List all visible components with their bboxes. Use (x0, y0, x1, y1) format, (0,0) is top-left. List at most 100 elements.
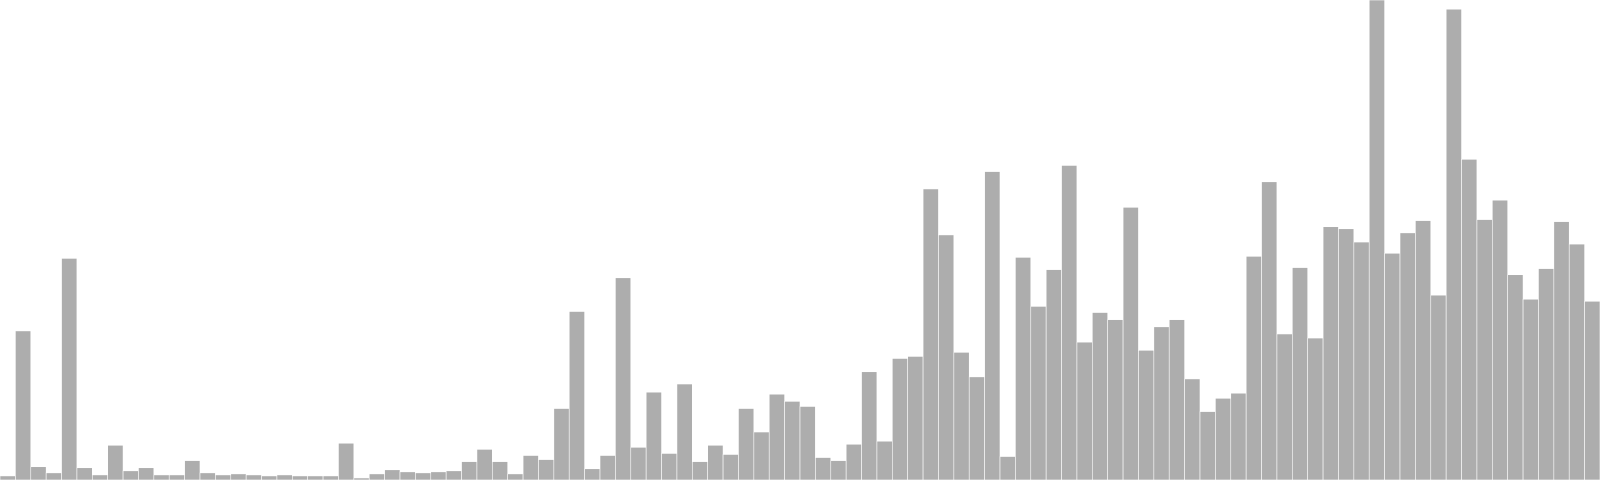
bar (1384, 252, 1401, 480)
bar (1245, 256, 1262, 480)
bar (1476, 219, 1493, 480)
bar (1122, 207, 1139, 480)
bar (153, 474, 170, 480)
bar (584, 468, 601, 480)
bar (553, 408, 570, 480)
bar (168, 474, 185, 480)
bar (1153, 326, 1170, 480)
bar (630, 447, 647, 480)
bar (753, 431, 770, 480)
bar (399, 471, 416, 480)
bar (261, 475, 278, 480)
bar (338, 442, 355, 480)
bar (968, 376, 985, 480)
bar (815, 457, 832, 480)
bar (645, 391, 662, 480)
bar (661, 453, 678, 480)
bar (768, 393, 785, 480)
bar (1322, 226, 1339, 480)
bar (922, 188, 939, 480)
bar (1168, 319, 1185, 480)
bar (199, 472, 216, 480)
bar (1307, 337, 1324, 480)
bar (1092, 312, 1108, 480)
bar (1353, 241, 1370, 480)
bar (215, 474, 232, 480)
bar (15, 330, 32, 480)
bar (276, 474, 293, 480)
bar (1492, 199, 1508, 480)
bar (692, 461, 708, 480)
bar (799, 406, 816, 480)
bar (845, 443, 862, 480)
bar (1015, 257, 1032, 480)
bar (876, 440, 893, 480)
bar (307, 475, 324, 480)
bar (415, 472, 432, 480)
bar (1276, 333, 1293, 480)
bar (322, 475, 339, 480)
bar (76, 467, 93, 480)
bar (953, 352, 970, 480)
bar (830, 460, 847, 480)
bar (1553, 221, 1570, 480)
bar (61, 258, 78, 480)
bar (1184, 378, 1201, 480)
bar (45, 472, 62, 480)
bar (938, 234, 955, 480)
bar (92, 474, 108, 480)
bar (1061, 165, 1078, 480)
bar (538, 459, 555, 480)
bar (615, 277, 632, 480)
bar (984, 171, 1001, 480)
bar (245, 474, 262, 480)
bar (30, 466, 47, 480)
bar (476, 449, 493, 480)
bar (107, 444, 124, 480)
bar (1107, 319, 1124, 480)
bar (1430, 294, 1447, 480)
bar (1522, 298, 1539, 480)
bar (892, 358, 908, 480)
bar (1368, 0, 1385, 480)
bar (492, 461, 508, 480)
bar (1461, 159, 1478, 480)
bar (1199, 411, 1216, 480)
bar (784, 401, 801, 480)
bar (1215, 397, 1232, 480)
bar (292, 475, 308, 480)
bar (122, 470, 139, 480)
bar (507, 473, 524, 480)
bar (384, 469, 401, 480)
bar (1261, 181, 1278, 480)
bar (599, 455, 616, 480)
bar (1230, 392, 1247, 480)
bar (430, 471, 447, 480)
bar (1445, 8, 1462, 480)
bar (1292, 267, 1308, 480)
bar (138, 467, 155, 480)
bar (461, 461, 478, 480)
bar (230, 473, 247, 480)
bar (1399, 232, 1416, 480)
bar (368, 473, 385, 480)
bar (1538, 268, 1555, 480)
bar (999, 456, 1016, 480)
bar (0, 475, 16, 480)
bar (907, 356, 924, 480)
bar (1584, 300, 1600, 480)
bar (1045, 269, 1062, 480)
bar (1568, 243, 1585, 480)
bar (1338, 228, 1355, 480)
bar (522, 455, 539, 480)
bar (1415, 220, 1432, 480)
bar (676, 383, 693, 480)
bar (568, 311, 585, 480)
bar (722, 454, 739, 480)
bar (1030, 306, 1047, 480)
bar (707, 444, 724, 480)
bar (184, 460, 201, 480)
bar (861, 371, 878, 480)
